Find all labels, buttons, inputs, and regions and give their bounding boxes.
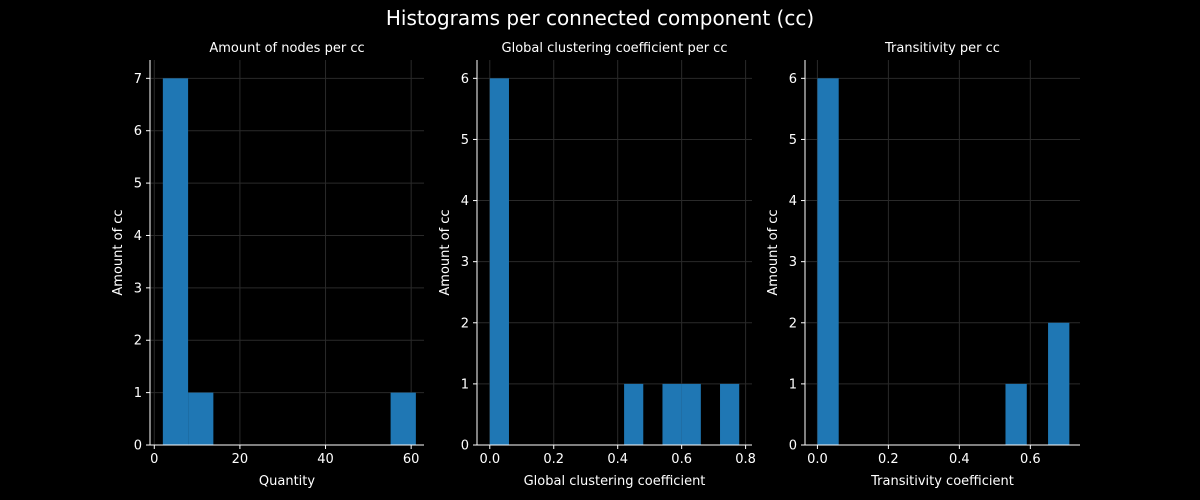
y-tick-label: 1: [134, 386, 142, 401]
y-tick-label: 7: [134, 72, 142, 87]
histogram-bar: [1048, 322, 1070, 445]
x-tick-label: 0.2: [878, 452, 899, 467]
histogram-panel-2: 0.0 0.2 0.4 0.6 0.8 0 1 2 3 4 5 6 Global clustering …: [438, 41, 756, 489]
histogram-panel-1: 0 20 40 60 0 1 2 3 4 5 6 7 Amount of nodes per cc Qua…: [111, 41, 424, 489]
y-tick-label: 4: [134, 229, 142, 244]
x-axis-label: Global clustering coefficient: [524, 474, 706, 489]
y-tick-label: 0: [789, 439, 797, 454]
histogram-bar: [817, 78, 839, 445]
y-tick-label: 6: [134, 124, 142, 139]
y-tick-label: 2: [789, 316, 797, 331]
x-tick-label: 0.6: [671, 452, 692, 467]
histogram-bar: [390, 392, 416, 445]
histogram-bar: [720, 383, 740, 445]
y-tick-label: 3: [134, 281, 142, 296]
y-tick-label: 3: [461, 255, 469, 270]
y-axis-label: Amount of cc: [438, 209, 453, 295]
histogram-bar: [489, 78, 509, 445]
x-tick-label: 0: [150, 452, 158, 467]
x-axis-label: Quantity: [259, 474, 315, 489]
x-tick-label: 0.0: [479, 452, 500, 467]
x-tick-label: 0.4: [949, 452, 970, 467]
x-tick-label: 40: [317, 452, 334, 467]
histogram-bar: [662, 383, 682, 445]
histogram-panel-3: 0.0 0.2 0.4 0.6 0 1 2 3 4 5 6 Transitivity per cc Tr…: [766, 41, 1080, 489]
x-axis-label: Transitivity coefficient: [870, 474, 1014, 489]
subplot-title: Amount of nodes per cc: [209, 41, 364, 56]
x-tick-label: 60: [403, 452, 420, 467]
x-tick-label: 0.0: [807, 452, 828, 467]
x-tick-label: 0.2: [543, 452, 564, 467]
y-axis-label: Amount of cc: [111, 209, 126, 295]
y-tick-label: 5: [461, 133, 469, 148]
y-tick-label: 5: [789, 133, 797, 148]
subplot-title: Global clustering coefficient per cc: [502, 41, 728, 56]
y-tick-label: 6: [789, 72, 797, 87]
histogram-bar: [681, 383, 701, 445]
x-tick-label: 0.6: [1020, 452, 1041, 467]
y-tick-label: 1: [789, 377, 797, 392]
figure-title: Histograms per connected component (cc): [386, 6, 814, 30]
y-tick-label: 1: [461, 377, 469, 392]
y-tick-label: 4: [461, 194, 469, 209]
y-tick-label: 0: [134, 439, 142, 454]
histogram-bar: [1005, 383, 1027, 445]
x-tick-label: 0.8: [735, 452, 756, 467]
y-tick-label: 3: [789, 255, 797, 270]
y-tick-label: 4: [789, 194, 797, 209]
subplot-title: Transitivity per cc: [884, 41, 1000, 56]
y-tick-label: 0: [461, 439, 469, 454]
y-tick-label: 6: [461, 72, 469, 87]
x-tick-label: 0.4: [607, 452, 628, 467]
y-tick-label: 2: [461, 316, 469, 331]
x-tick-label: 20: [232, 452, 249, 467]
y-tick-label: 2: [134, 334, 142, 349]
y-axis-label: Amount of cc: [766, 209, 781, 295]
histogram-bar: [188, 392, 214, 445]
histogram-bar: [624, 383, 644, 445]
histogram-bar: [162, 78, 189, 445]
y-tick-label: 5: [134, 177, 142, 192]
